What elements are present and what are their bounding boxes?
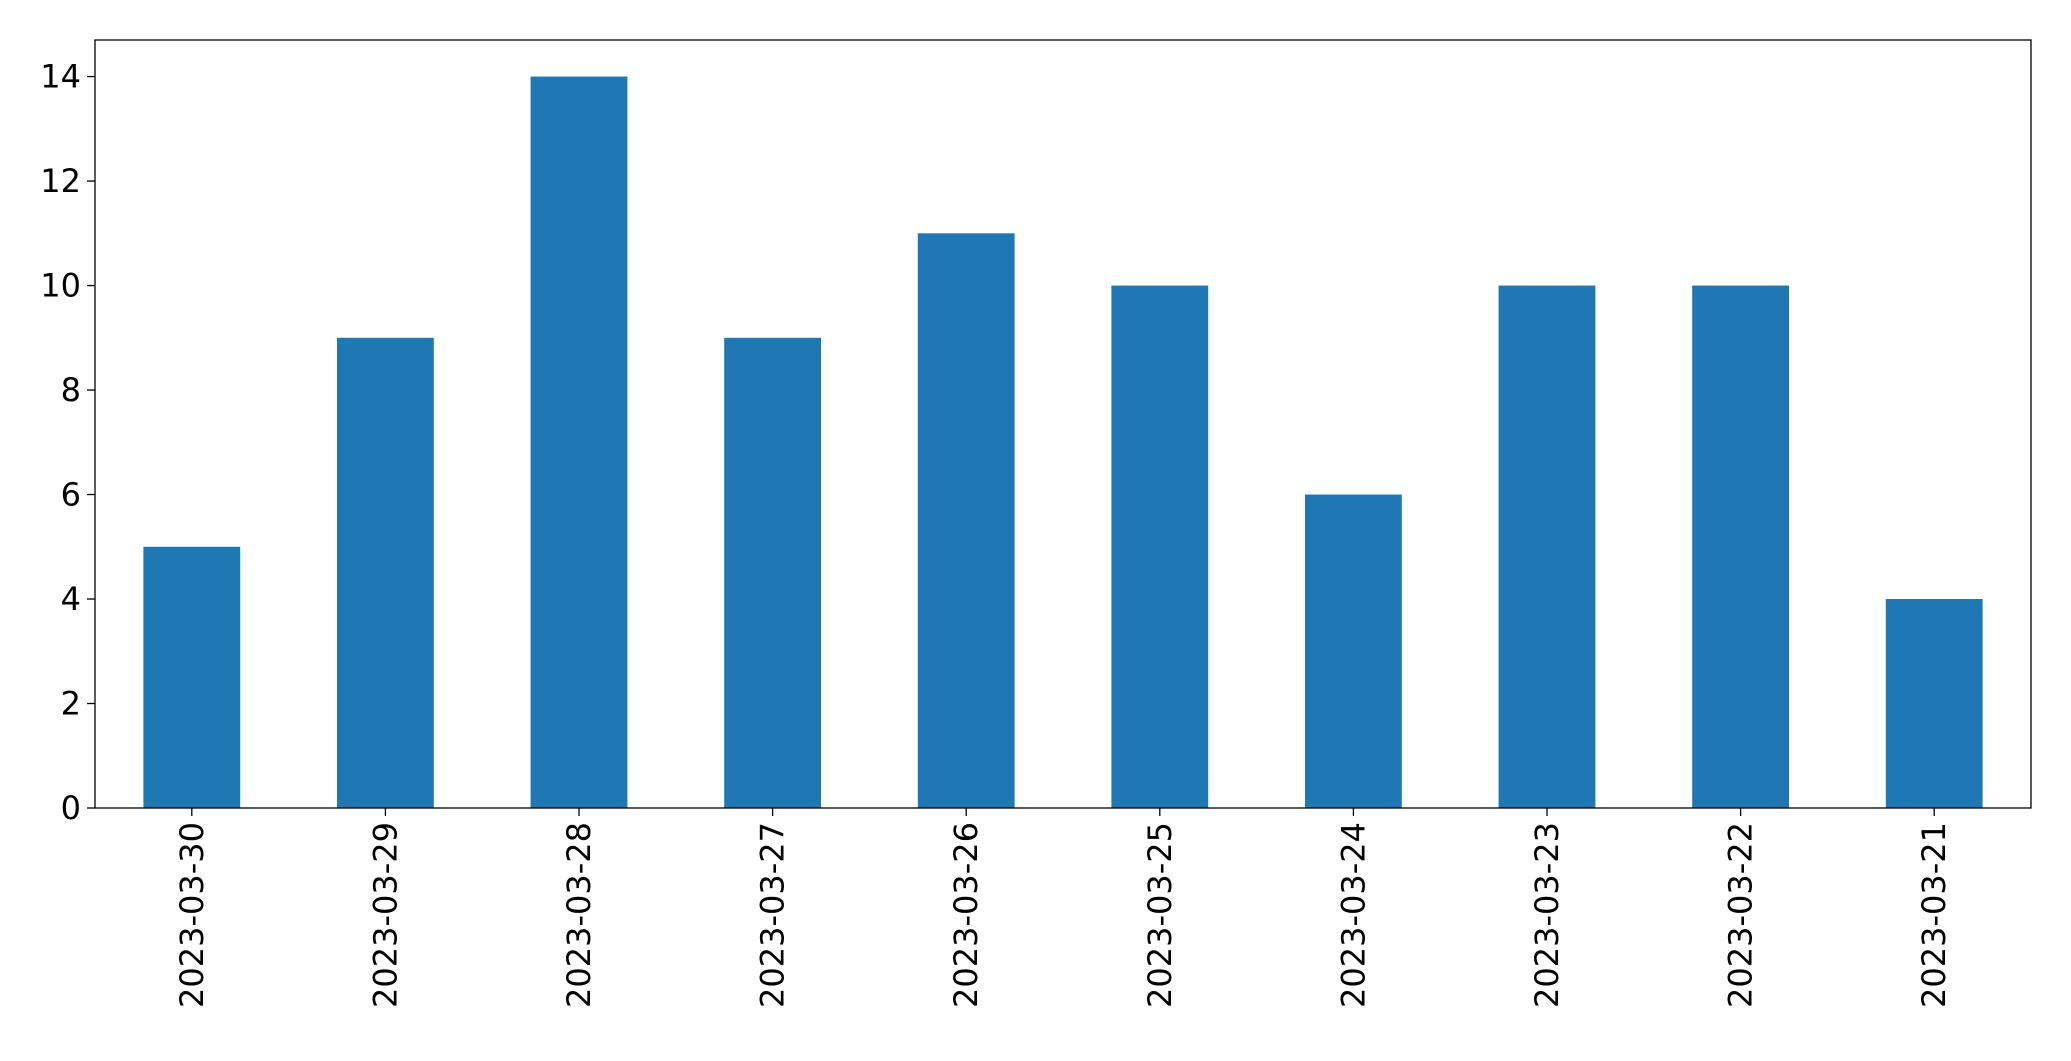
- bar: [1305, 494, 1402, 808]
- x-tick-label: 2023-03-30: [173, 822, 211, 1008]
- x-tick-label: 2023-03-24: [1334, 822, 1372, 1008]
- x-tick-label: 2023-03-21: [1915, 822, 1953, 1008]
- y-tick-label: 6: [61, 476, 81, 514]
- x-tick-label: 2023-03-26: [947, 822, 985, 1008]
- y-tick-label: 0: [61, 789, 81, 827]
- x-tick-label: 2023-03-23: [1528, 822, 1566, 1008]
- y-tick-label: 14: [40, 58, 81, 96]
- y-tick-label: 10: [40, 267, 81, 305]
- bar: [1498, 285, 1596, 808]
- bar: [530, 76, 628, 809]
- x-tick-label: 2023-03-29: [366, 822, 404, 1008]
- x-tick-label: 2023-03-27: [754, 822, 792, 1008]
- bar: [1692, 285, 1789, 808]
- bar: [143, 546, 241, 808]
- y-tick-label: 4: [61, 580, 81, 618]
- x-tick-label: 2023-03-22: [1722, 822, 1760, 1008]
- bar: [337, 337, 434, 808]
- y-tick-label: 2: [61, 685, 81, 723]
- bar: [1111, 285, 1209, 808]
- bar: [724, 337, 821, 808]
- x-tick-label: 2023-03-25: [1141, 822, 1179, 1008]
- plot-frame: [94, 39, 2032, 809]
- bar: [1885, 599, 1983, 808]
- bar: [917, 233, 1015, 808]
- y-tick-label: 8: [61, 371, 81, 409]
- x-tick-label: 2023-03-28: [560, 822, 598, 1008]
- y-tick-label: 12: [40, 162, 81, 200]
